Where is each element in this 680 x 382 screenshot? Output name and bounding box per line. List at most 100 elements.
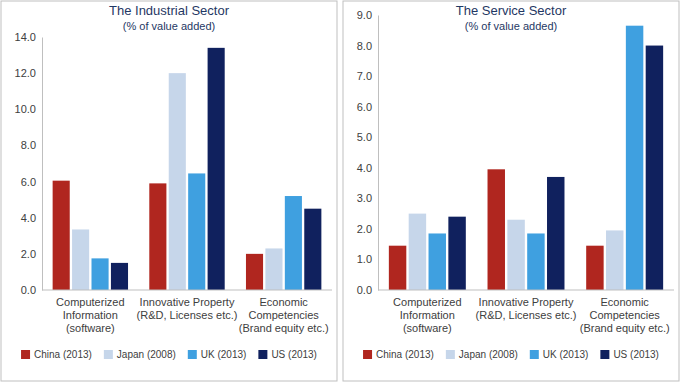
legend-label: Japan (2008) xyxy=(459,349,518,360)
x-tick-label-line: (Brand equity etc.) xyxy=(239,322,329,334)
bar xyxy=(527,233,544,290)
y-tick-label: 5.0 xyxy=(357,131,372,143)
legend-item: China (2013) xyxy=(21,349,92,360)
y-tick-label: 9.0 xyxy=(357,9,372,21)
x-tick-label-line: (R&D, Licenses etc.) xyxy=(137,309,238,321)
bar xyxy=(169,73,186,290)
y-tick-label: 1.0 xyxy=(357,253,372,265)
x-tick-label-line: (software) xyxy=(66,322,115,334)
x-axis-line xyxy=(42,290,332,291)
x-tick-label-line: (software) xyxy=(403,322,452,334)
legend-swatch xyxy=(363,350,372,359)
bar xyxy=(409,214,426,290)
bar xyxy=(488,169,505,290)
legend-swatch xyxy=(104,350,113,359)
chart-title: The Industrial Sector xyxy=(109,3,230,18)
bar xyxy=(53,181,70,290)
legend-swatch xyxy=(530,350,539,359)
bars xyxy=(53,48,322,290)
bar xyxy=(285,196,302,290)
legend-label: UK (2013) xyxy=(201,349,247,360)
bar xyxy=(188,173,205,290)
x-tick: EconomicCompetencies(Brand equity etc.) xyxy=(239,290,329,334)
bar xyxy=(246,254,263,290)
x-tick-label-line: Information xyxy=(63,309,118,321)
legend-swatch xyxy=(258,350,267,359)
x-tick-label: ComputerizedInformation(software) xyxy=(56,296,124,334)
x-tick-label: EconomicCompetencies(Brand equity etc.) xyxy=(239,296,329,334)
y-tick-label: 0.0 xyxy=(21,284,36,296)
y-tick: 12.0 xyxy=(15,67,42,79)
x-tick-label-line: Innovative Property xyxy=(479,296,574,308)
y-tick: 2.0 xyxy=(357,223,378,235)
x-axis-line xyxy=(378,290,674,291)
y-tick: 9.0 xyxy=(357,9,378,21)
legend-swatch xyxy=(188,350,197,359)
bar xyxy=(448,217,465,290)
x-tick-label: Innovative Property(R&D, Licenses etc.) xyxy=(476,296,577,321)
y-tick: 14.0 xyxy=(15,31,42,43)
chart-subtitle: (% of value added) xyxy=(123,20,215,32)
x-axis: ComputerizedInformation(software) Innovat… xyxy=(42,290,332,334)
bar xyxy=(72,229,89,290)
y-tick-label: 8.0 xyxy=(21,139,36,151)
legend-swatch xyxy=(600,350,609,359)
legend-item: Japan (2008) xyxy=(104,349,176,360)
chart-title: The Service Sector xyxy=(456,3,567,18)
bar xyxy=(606,230,623,290)
x-tick: ComputerizedInformation(software) xyxy=(56,290,124,334)
y-tick: 4.0 xyxy=(357,162,378,174)
x-tick-label-line: Innovative Property xyxy=(140,296,235,308)
y-tick: 7.0 xyxy=(357,70,378,82)
x-tick-label-line: Competencies xyxy=(249,309,320,321)
y-axis-line xyxy=(42,38,43,291)
legend-item: Japan (2008) xyxy=(446,349,518,360)
bars xyxy=(389,26,663,290)
x-tick-label: ComputerizedInformation(software) xyxy=(393,296,461,334)
y-tick-label: 3.0 xyxy=(357,192,372,204)
bar xyxy=(265,248,282,290)
y-tick-label: 7.0 xyxy=(357,70,372,82)
bar xyxy=(111,263,128,290)
legend: China (2013) Japan (2008) UK (2013) US (201… xyxy=(21,349,317,360)
x-tick: Innovative Property(R&D, Licenses etc.) xyxy=(137,290,238,321)
x-tick: EconomicCompetencies(Brand equity etc.) xyxy=(580,290,670,334)
legend-item: China (2013) xyxy=(363,349,434,360)
y-tick-label: 12.0 xyxy=(15,67,36,79)
bar xyxy=(304,209,321,290)
y-tick: 6.0 xyxy=(357,101,378,113)
legend-label: China (2013) xyxy=(34,349,92,360)
y-tick: 3.0 xyxy=(357,192,378,204)
bar xyxy=(429,233,446,290)
bar xyxy=(149,183,166,290)
bar xyxy=(547,177,564,290)
legend-label: US (2013) xyxy=(613,349,659,360)
y-tick: 8.0 xyxy=(357,40,378,52)
bar xyxy=(646,46,663,290)
x-tick: ComputerizedInformation(software) xyxy=(393,290,461,334)
y-tick: 0.0 xyxy=(357,284,378,296)
x-tick-label: EconomicCompetencies(Brand equity etc.) xyxy=(580,296,670,334)
legend-item: UK (2013) xyxy=(188,349,247,360)
x-tick-label: Innovative Property(R&D, Licenses etc.) xyxy=(137,296,238,321)
y-tick: 1.0 xyxy=(357,253,378,265)
y-tick-label: 14.0 xyxy=(15,31,36,43)
legend-swatch xyxy=(21,350,30,359)
y-tick: 4.0 xyxy=(21,212,42,224)
y-tick: 2.0 xyxy=(21,248,42,260)
y-tick: 10.0 xyxy=(15,103,42,115)
legend-label: Japan (2008) xyxy=(117,349,176,360)
y-tick: 6.0 xyxy=(21,176,42,188)
x-tick-label-line: (Brand equity etc.) xyxy=(580,322,670,334)
chart-panel: The Industrial Sector (% of value added) 0… xyxy=(1,1,337,381)
bar xyxy=(389,246,406,290)
x-tick-label-line: Economic xyxy=(260,296,309,308)
x-axis: ComputerizedInformation(software) Innovat… xyxy=(378,290,674,334)
legend: China (2013)Japan (2008)UK (2013)US (201… xyxy=(363,349,659,360)
x-tick-label-line: Information xyxy=(400,309,455,321)
panel-frame xyxy=(343,1,679,381)
y-tick-label: 0.0 xyxy=(357,284,372,296)
legend-label: US (2013) xyxy=(271,349,317,360)
x-tick-label-line: (R&D, Licenses etc.) xyxy=(476,309,577,321)
y-tick-label: 8.0 xyxy=(357,40,372,52)
